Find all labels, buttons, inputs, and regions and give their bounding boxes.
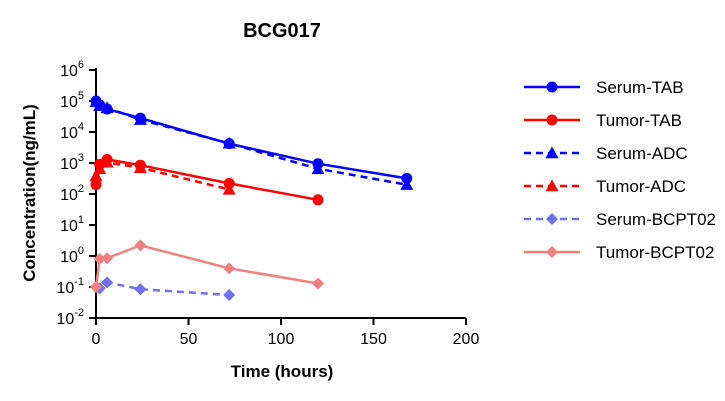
y-tick-base: 10 (56, 311, 74, 328)
data-point (222, 136, 236, 149)
x-tick-label: 150 (360, 331, 387, 348)
data-point (93, 253, 106, 266)
y-axis-label: Concentration(ng/mL) (20, 104, 39, 282)
y-tick-label: 103 (60, 152, 84, 173)
legend-swatch-marker (546, 213, 558, 225)
data-point (89, 169, 103, 182)
y-tick-label: 100 (60, 245, 84, 266)
legend-swatch-marker (545, 179, 559, 192)
data-point (90, 281, 102, 293)
data-point (101, 252, 114, 265)
data-point (223, 289, 236, 302)
data-point (90, 179, 102, 191)
y-tick-base: 10 (60, 249, 78, 266)
data-point (400, 178, 414, 190)
x-axis-label: Time (hours) (231, 362, 334, 381)
series-line (94, 161, 230, 191)
y-tick-base: 10 (60, 94, 78, 111)
data-point (93, 99, 107, 112)
data-point (134, 239, 147, 252)
y-tick-base: 10 (60, 156, 78, 173)
data-point (100, 101, 114, 114)
data-point (93, 162, 107, 174)
series-tumor-tab (90, 153, 324, 206)
data-point (100, 155, 114, 168)
data-point (101, 276, 114, 289)
legend-label: Tumor-TAB (596, 111, 682, 130)
y-tick-exponent: 3 (78, 152, 84, 164)
y-tick-base: 10 (60, 218, 78, 235)
x-tick-label: 100 (268, 331, 295, 348)
y-tick-label: 106 (60, 59, 84, 80)
data-point (222, 182, 236, 195)
x-tick-label: 50 (180, 331, 198, 348)
plot-area: 0 50 100 150 20010-210-110010110210310410510… (56, 59, 479, 348)
y-tick-exponent: 6 (78, 59, 84, 71)
legend-label: Serum-TAB (596, 78, 684, 97)
legend-label: Serum-BCPT02 (596, 210, 716, 229)
series-line (95, 281, 230, 297)
legend-label: Tumor-BCPT02 (596, 243, 714, 262)
legend-swatch-marker (546, 114, 558, 126)
legend-item: Tumor-ADC (524, 177, 686, 196)
series-serum-adc (89, 95, 414, 190)
x-tick-label: 0 (92, 331, 101, 348)
data-point (223, 262, 236, 275)
legend-swatch-marker (545, 146, 559, 159)
y-tick-exponent: 4 (78, 121, 84, 133)
legend-item: Tumor-BCPT02 (524, 243, 714, 262)
data-point (312, 277, 324, 290)
legend-item: Serum-TAB (524, 78, 684, 97)
legend: Serum-TAB Tumor-TAB Serum-ADC Tumor-ADC Seru… (524, 78, 716, 262)
y-tick-label: 105 (60, 90, 84, 111)
data-point (134, 283, 147, 296)
legend-item: Tumor-TAB (524, 111, 682, 130)
data-point (312, 194, 324, 206)
y-tick-base: 10 (60, 125, 78, 142)
series-tumor-bcpt02 (90, 239, 324, 293)
y-tick-label: 10-1 (56, 276, 84, 297)
y-tick-base: 10 (56, 280, 74, 297)
y-tick-exponent: 5 (78, 90, 84, 102)
series-serum-bcpt02 (90, 276, 236, 302)
legend-swatch-marker (546, 81, 558, 93)
y-tick-base: 10 (60, 187, 78, 204)
y-tick-label: 104 (60, 121, 84, 142)
y-tick-label: 101 (60, 214, 84, 235)
x-tick-label: 200 (453, 331, 480, 348)
y-tick-exponent: 1 (78, 214, 84, 226)
y-tick-exponent: 0 (78, 245, 84, 257)
legend-item: Serum-BCPT02 (524, 210, 716, 229)
y-tick-base: 10 (60, 63, 78, 80)
data-point (133, 161, 147, 174)
series-tumor-adc (89, 155, 236, 195)
series-line (94, 244, 319, 288)
y-tick-exponent: -2 (74, 307, 84, 319)
legend-label: Serum-ADC (596, 144, 688, 163)
data-point (133, 113, 147, 125)
legend-item: Serum-ADC (524, 144, 688, 163)
legend-swatch-marker (546, 246, 558, 258)
y-tick-exponent: -1 (74, 276, 84, 288)
y-tick-label: 10-2 (56, 307, 84, 328)
y-tick-label: 102 (60, 183, 84, 204)
y-tick-exponent: 2 (78, 183, 84, 195)
legend-label: Tumor-ADC (596, 177, 686, 196)
data-point (311, 162, 325, 174)
chart-title: BCG017 (243, 20, 321, 42)
